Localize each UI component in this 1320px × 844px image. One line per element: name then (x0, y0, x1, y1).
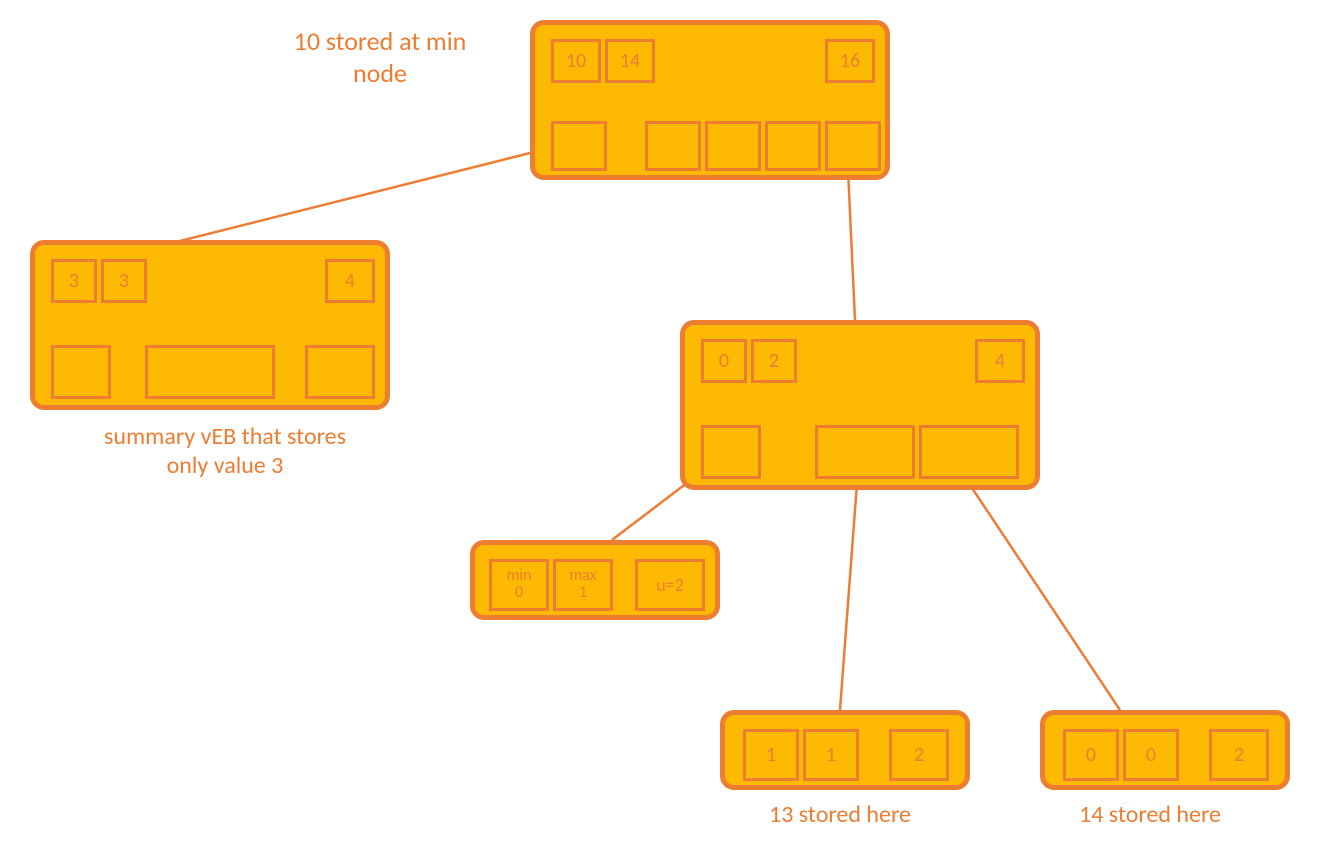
veb-cell: 3 (51, 259, 97, 303)
veb-node-root: 1014 16 (530, 20, 890, 180)
edge (160, 142, 574, 246)
veb-cell (825, 121, 881, 171)
veb-cell: 3 (101, 259, 147, 303)
veb-cell (919, 425, 1019, 479)
veb-node-leaf-13: 112 (720, 710, 970, 790)
veb-cell (51, 345, 111, 399)
annotation-lbl-summary: summary vEB that stores only value 3 (60, 422, 390, 480)
veb-node-summary: 33 4 (30, 240, 390, 410)
veb-cell (551, 121, 607, 171)
annotation-lbl-root: 10 stored at min node (250, 25, 510, 89)
veb-cell (765, 121, 821, 171)
veb-cell: 1 (803, 729, 859, 781)
edge (960, 470, 1120, 710)
veb-cell: min 0 (489, 559, 549, 611)
veb-cell (705, 121, 761, 171)
annotation-lbl-13: 13 stored here (730, 800, 950, 829)
veb-cell: 16 (825, 39, 875, 83)
veb-cell: 0 (1063, 729, 1119, 781)
veb-cell: 2 (751, 339, 797, 383)
veb-cell: 2 (889, 729, 949, 781)
veb-cell (645, 121, 701, 171)
veb-node-child: 02 4 (680, 320, 1040, 490)
veb-cell (145, 345, 275, 399)
veb-cell: max 1 (553, 559, 613, 611)
veb-cell: 4 (325, 259, 375, 303)
veb-cell: 0 (701, 339, 747, 383)
veb-cell (701, 425, 761, 479)
edge (848, 170, 855, 320)
veb-cell: 2 (1209, 729, 1269, 781)
diagram-stage: 101416334024min 0max 1u=211200210 stored… (0, 0, 1320, 844)
veb-cell: 1 (743, 729, 799, 781)
veb-node-leaf-14: 002 (1040, 710, 1290, 790)
edge (840, 470, 858, 710)
veb-cell (305, 345, 375, 399)
veb-cell: 4 (975, 339, 1025, 383)
veb-cell: 14 (605, 39, 655, 83)
veb-cell: 10 (551, 39, 601, 83)
veb-node-leaf-summary: min 0max 1 u=2 (470, 540, 720, 620)
veb-cell: u=2 (635, 559, 705, 611)
veb-cell: 0 (1123, 729, 1179, 781)
annotation-lbl-14: 14 stored here (1040, 800, 1260, 829)
veb-cell (815, 425, 915, 479)
